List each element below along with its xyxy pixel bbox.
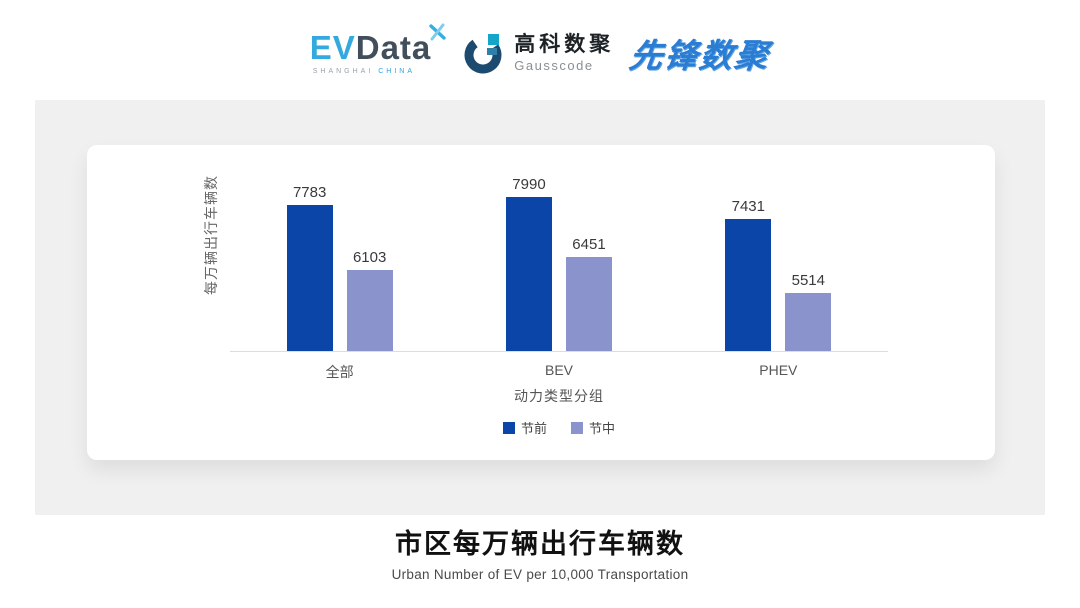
evdata-ev-text: EV xyxy=(309,29,356,66)
legend-label: 节前 xyxy=(520,421,547,436)
evdata-data-text: Data xyxy=(355,29,432,66)
chart-plot-area: 7783 6103 全部 7990 6451 BEV 7431 5514 PHEV xyxy=(230,177,888,380)
evdata-shanghai-text: SHANGHAI xyxy=(312,68,374,75)
evdata-subtext: SHANGHAI CHINA xyxy=(310,68,432,75)
bar-wrap: 6451 xyxy=(565,235,612,351)
bar-wrap: 7990 xyxy=(505,176,552,351)
evdata-logo: EVData SHANGHAI CHINA xyxy=(309,23,446,75)
xianfeng-logo: 先锋数聚 xyxy=(627,37,773,74)
bar-group-全部: 7783 6103 全部 xyxy=(230,185,449,380)
x-tick-label-PHEV: PHEV xyxy=(759,362,798,378)
legend-label: 节中 xyxy=(589,421,616,436)
bar-wrap: 6103 xyxy=(346,249,393,351)
gausscode-cn-text: 高科数聚 xyxy=(514,33,615,57)
x-axis-label: 动力类型分组 xyxy=(514,388,604,404)
gausscode-text: 高科数聚 Gausscode xyxy=(514,33,614,72)
evdata-spark-icon xyxy=(429,23,446,41)
bar-group-PHEV: 7431 5514 PHEV xyxy=(669,197,888,378)
bar-wrap: 7431 xyxy=(725,197,772,351)
gausscode-g-icon xyxy=(464,34,502,74)
bar-pair: 7783 6103 xyxy=(286,185,393,351)
bar-节前-BEV xyxy=(505,197,552,351)
bar-value-label: 6451 xyxy=(572,235,606,253)
bar-pair: 7990 6451 xyxy=(505,177,612,351)
evdata-wordmark: EVData xyxy=(309,23,446,66)
bar-节中-BEV xyxy=(565,256,612,351)
bar-group-BEV: 7990 6451 BEV xyxy=(449,177,668,378)
bar-节前-全部 xyxy=(286,205,333,351)
chart-legend: 节前 节中 xyxy=(230,418,888,437)
x-tick-label-全部: 全部 xyxy=(325,364,354,380)
bar-value-label: 7783 xyxy=(292,184,327,202)
x-tick-label-BEV: BEV xyxy=(544,362,573,378)
bar-pair: 7431 5514 xyxy=(725,197,832,351)
y-axis-label: 每万辆出行车辆数 xyxy=(203,175,219,295)
bar-节中-全部 xyxy=(346,270,393,351)
chart-panel: 每万辆出行车辆数 7783 6103 全部 7990 6451 BEV 7431 5514 PH… xyxy=(35,100,1045,515)
chart-card: 每万辆出行车辆数 7783 6103 全部 7990 6451 BEV 7431 5514 PH… xyxy=(87,145,995,460)
bar-wrap: 7783 xyxy=(286,184,333,351)
evdata-china-text: CHINA xyxy=(378,68,416,75)
logo-bar: EVData SHANGHAI CHINA 高科数聚 Gausscode 先锋 xyxy=(0,23,1080,82)
gausscode-logo: 高科数聚 Gausscode xyxy=(461,31,614,75)
chart-subtitle: Urban Number of EV per 10,000 Transporta… xyxy=(391,567,689,583)
legend-item-节中: 节中 xyxy=(571,418,615,437)
bar-节前-PHEV xyxy=(725,218,772,351)
bar-value-label: 6103 xyxy=(352,249,387,266)
bar-wrap: 5514 xyxy=(785,271,832,351)
legend-swatch xyxy=(571,421,583,434)
bar-value-label: 7990 xyxy=(512,176,546,194)
bar-value-label: 5514 xyxy=(791,271,825,289)
bar-节中-PHEV xyxy=(785,292,832,351)
bar-value-label: 7431 xyxy=(731,197,765,215)
chart-title: 市区每万辆出行车辆数 xyxy=(395,529,685,559)
legend-swatch xyxy=(502,421,515,434)
gausscode-en-text: Gausscode xyxy=(514,57,594,73)
caption: 市区每万辆出行车辆数 Urban Number of EV per 10,000… xyxy=(0,528,1080,582)
legend-item-节前: 节前 xyxy=(502,418,547,437)
